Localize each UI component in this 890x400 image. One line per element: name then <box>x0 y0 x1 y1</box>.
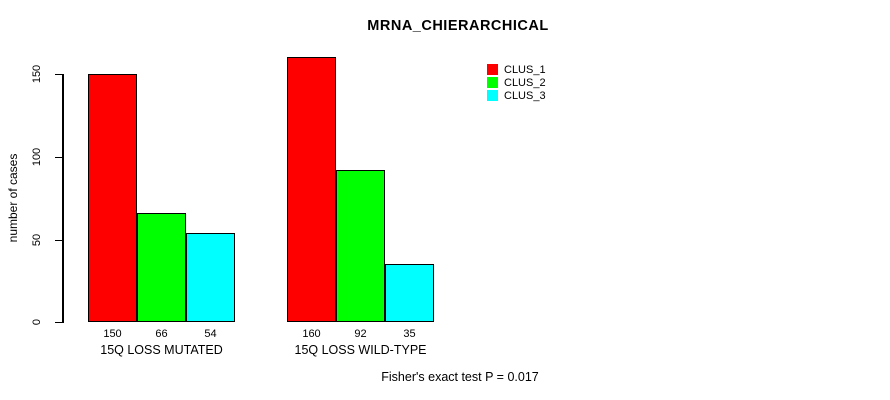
group-label-mutated: 15Q LOSS MUTATED <box>100 343 223 357</box>
bar-value-clus1-wildtype: 160 <box>302 328 321 340</box>
bar-group-wildtype <box>287 57 434 322</box>
legend: CLUS_1 CLUS_2 CLUS_3 <box>487 63 546 102</box>
bar-value-clus3-mutated: 54 <box>204 328 217 340</box>
legend-row-clus1: CLUS_1 <box>487 63 546 76</box>
y-tick-100 <box>55 156 62 158</box>
legend-swatch-clus2-icon <box>487 77 498 88</box>
bar-clus2-wildtype <box>336 170 385 322</box>
chart-title: MRNA_CHIERARCHICAL <box>367 18 549 34</box>
y-tick-label-150: 150 <box>31 64 43 84</box>
legend-row-clus2: CLUS_2 <box>487 76 546 89</box>
y-tick-label-50: 50 <box>31 233 43 247</box>
fisher-test-annotation: Fisher's exact test P = 0.017 <box>381 370 539 384</box>
y-axis-line <box>62 74 64 323</box>
legend-swatch-clus3-icon <box>487 90 498 101</box>
bar-value-clus1-mutated: 150 <box>103 328 122 340</box>
group-label-wildtype: 15Q LOSS WILD-TYPE <box>294 343 427 357</box>
bar-value-clus2-mutated: 66 <box>155 328 168 340</box>
y-tick-0 <box>55 321 62 323</box>
bar-clus3-mutated <box>186 233 235 322</box>
bar-clus1-wildtype <box>287 57 336 322</box>
legend-label-clus1: CLUS_1 <box>504 63 546 76</box>
legend-swatch-clus1-icon <box>487 64 498 75</box>
legend-label-clus2: CLUS_2 <box>504 76 546 89</box>
bar-value-clus2-wildtype: 92 <box>354 328 367 340</box>
bar-clus1-mutated <box>88 74 137 322</box>
y-tick-label-0: 0 <box>31 318 43 326</box>
y-tick-label-100: 100 <box>31 147 43 167</box>
y-tick-150 <box>55 73 62 75</box>
y-tick-50 <box>55 239 62 241</box>
bar-clus2-mutated <box>137 213 186 322</box>
legend-row-clus3: CLUS_3 <box>487 89 546 102</box>
y-axis-title: number of cases <box>6 153 20 243</box>
bar-value-clus3-wildtype: 35 <box>403 328 416 340</box>
bar-group-mutated <box>88 74 235 322</box>
legend-label-clus3: CLUS_3 <box>504 89 546 102</box>
bar-clus3-wildtype <box>385 264 434 322</box>
